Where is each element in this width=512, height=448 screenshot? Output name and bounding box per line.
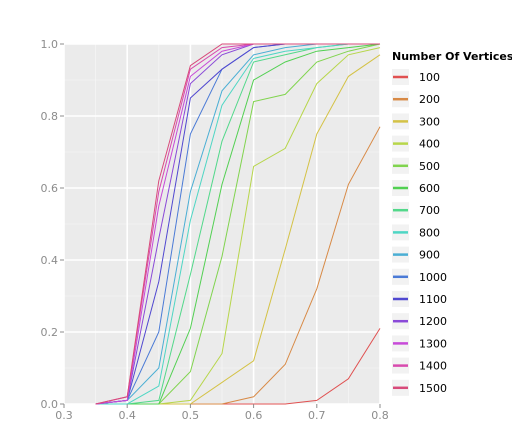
legend-label: 500 bbox=[419, 160, 440, 173]
x-tick-label: 0.6 bbox=[245, 409, 263, 422]
legend-label: 1100 bbox=[419, 293, 447, 306]
legend-label: 1300 bbox=[419, 337, 447, 350]
legend-item-400: 400 bbox=[392, 135, 440, 152]
legend-item-700: 700 bbox=[392, 202, 440, 219]
legend-item-1200: 1200 bbox=[392, 313, 447, 330]
legend-item-500: 500 bbox=[392, 157, 440, 174]
legend-item-800: 800 bbox=[392, 224, 440, 241]
legend-label: 800 bbox=[419, 226, 440, 239]
legend-label: 1400 bbox=[419, 360, 447, 373]
y-tick-label: 0.4 bbox=[41, 254, 59, 267]
y-tick-label: 0.6 bbox=[41, 182, 59, 195]
legend-item-100: 100 bbox=[392, 69, 440, 85]
x-tick-label: 0.5 bbox=[182, 409, 200, 422]
legend-item-1300: 1300 bbox=[392, 335, 447, 352]
legend-item-1000: 1000 bbox=[392, 268, 447, 285]
legend-label: 1500 bbox=[419, 382, 447, 395]
legend-label: 600 bbox=[419, 182, 440, 195]
legend-item-1100: 1100 bbox=[392, 291, 447, 307]
legend-label: 1200 bbox=[419, 315, 447, 328]
y-tick-label: 0.8 bbox=[41, 110, 59, 123]
series-line-1500 bbox=[95, 43, 380, 405]
x-tick-label: 0.8 bbox=[371, 409, 389, 422]
legend-label: 1000 bbox=[419, 271, 447, 284]
y-tick-label: 1.0 bbox=[41, 38, 59, 51]
series-lines bbox=[95, 43, 381, 405]
legend-title: Number Of Vertices bbox=[392, 50, 512, 63]
legend-item-300: 300 bbox=[392, 113, 440, 130]
y-tick-label: 0.2 bbox=[41, 326, 59, 339]
legend-item-1400: 1400 bbox=[392, 357, 447, 374]
legend-label: 300 bbox=[419, 115, 440, 128]
y-tick-label: 0.0 bbox=[41, 398, 59, 411]
legend-label: 900 bbox=[419, 249, 440, 262]
legend-item-900: 900 bbox=[392, 246, 440, 263]
x-tick-label: 0.7 bbox=[308, 409, 326, 422]
legend-item-600: 600 bbox=[392, 180, 440, 196]
series-line-800 bbox=[95, 43, 380, 405]
legend-label: 400 bbox=[419, 138, 440, 151]
legend-label: 200 bbox=[419, 93, 440, 106]
legend: Number Of Vertices 100 200 300 400 500 600 700… bbox=[392, 50, 512, 396]
x-tick-label: 0.4 bbox=[118, 409, 136, 422]
legend-label: 700 bbox=[419, 204, 440, 217]
x-tick-label: 0.3 bbox=[55, 409, 73, 422]
legend-item-200: 200 bbox=[392, 91, 440, 108]
legend-item-1500: 1500 bbox=[392, 379, 447, 396]
legend-label: 100 bbox=[419, 71, 440, 84]
axes: 0.3 0.4 0.5 0.6 0.7 0.8 0.0 0.2 0.4 0.6 0.8 1.0 bbox=[41, 38, 389, 422]
series-line-600 bbox=[95, 43, 381, 405]
